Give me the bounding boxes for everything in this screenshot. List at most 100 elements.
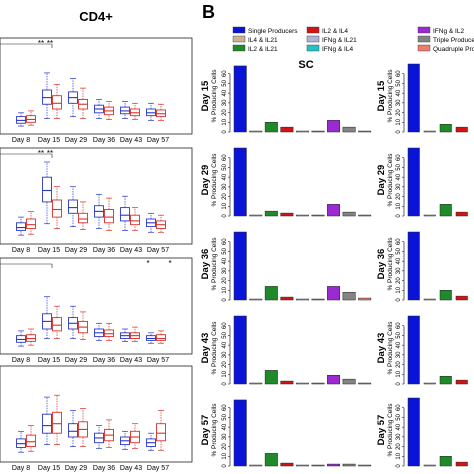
y-tick-label-right: 20 <box>396 277 402 284</box>
y-tick-label-right: 60 <box>396 322 402 329</box>
significance-mark: * <box>168 259 171 268</box>
box-red <box>78 311 88 340</box>
x-tick-label: Day 29 <box>65 137 87 144</box>
x-tick-label: Day 43 <box>120 247 142 254</box>
x-tick-label: Day 8 <box>12 247 30 254</box>
bar-right <box>455 126 468 133</box>
legend-label: IFNg & IL21 <box>322 37 357 44</box>
bar <box>280 462 294 467</box>
y-tick-label-right: 40 <box>396 173 402 180</box>
box-red <box>52 305 62 339</box>
iqr-box <box>52 199 62 218</box>
bar-row: Day 43% Producing Cells0102030405060Day … <box>200 315 468 386</box>
y-tick-label-right: 20 <box>396 193 402 200</box>
bar-row: Day 29% Producing Cells0102030405060Day … <box>200 147 468 218</box>
y-tick-label: 0 <box>222 382 228 386</box>
y-tick-label-right: 20 <box>396 443 402 450</box>
y-axis-label-right: % Producing Cells <box>387 153 394 207</box>
box-blue <box>146 332 156 344</box>
y-tick-label: 40 <box>222 257 228 264</box>
y-axis-label: % Producing Cells <box>211 403 218 457</box>
row-day-label: Day 36 <box>200 249 211 280</box>
bar <box>264 370 278 385</box>
y-tick-label-right: 0 <box>396 298 402 302</box>
bar-plot-panel: Day 15% Producing Cells0102030405060Day … <box>200 63 468 468</box>
legend-label: IFNg & IL2 <box>433 28 464 35</box>
bar <box>327 375 341 385</box>
box-blue <box>68 186 78 227</box>
y-tick-label: 40 <box>222 89 228 96</box>
y-tick-label: 10 <box>222 370 228 377</box>
y-axis-label-right: % Producing Cells <box>387 237 394 291</box>
bar <box>233 147 247 217</box>
bar <box>358 130 372 133</box>
box-row: Day 8 Day 15 Day 29 Day 36 Day 43 Day 57 * * <box>0 257 193 364</box>
y-tick-label-right: 0 <box>396 130 402 134</box>
y-tick-label: 30 <box>222 99 228 106</box>
significance-mark: ** <box>47 39 53 48</box>
y-tick-label: 50 <box>222 331 228 338</box>
box-blue <box>94 193 104 229</box>
box-blue <box>42 296 52 339</box>
row-day-label-right: Day 36 <box>376 249 387 280</box>
bar <box>249 464 263 467</box>
legend-label: IL4 & IL21 <box>248 37 278 44</box>
bar <box>233 399 247 467</box>
box-blue <box>146 102 156 121</box>
y-tick-label-right: 60 <box>396 404 402 411</box>
x-tick-label: Day 8 <box>12 357 30 364</box>
y-tick-label: 10 <box>222 452 228 459</box>
bar-right <box>439 290 452 301</box>
significance-mark: ** <box>38 39 44 48</box>
bar <box>233 231 247 301</box>
bar <box>295 130 309 133</box>
box-blue <box>16 330 26 347</box>
legend-label: IL2 & IL4 <box>322 28 348 35</box>
bar <box>280 212 294 217</box>
y-axis-label: % Producing Cells <box>211 69 218 123</box>
box-blue <box>68 410 78 447</box>
y-axis-label-right: % Producing Cells <box>387 403 394 457</box>
bar-right <box>455 461 468 467</box>
bar <box>311 464 325 467</box>
y-tick-label: 0 <box>222 130 228 134</box>
bar <box>358 464 372 467</box>
iqr-box <box>52 317 62 332</box>
bar-right <box>439 456 452 467</box>
box-blue <box>42 161 52 225</box>
box-red <box>78 87 88 119</box>
box-blue <box>120 430 130 450</box>
y-tick-label-right: 50 <box>396 79 402 86</box>
bar <box>342 211 356 217</box>
box-blue <box>120 101 130 119</box>
box-red <box>156 214 166 233</box>
bar <box>358 214 372 217</box>
x-tick-label: Day 36 <box>93 137 115 144</box>
bar <box>249 298 263 301</box>
y-tick-label: 50 <box>222 413 228 420</box>
y-tick-label: 60 <box>222 322 228 329</box>
box-red <box>156 103 166 121</box>
y-tick-label-right: 10 <box>396 286 402 293</box>
y-tick-label: 30 <box>222 267 228 274</box>
y-tick-label: 60 <box>222 154 228 161</box>
bar-right <box>439 204 452 217</box>
iqr-box <box>68 423 78 438</box>
y-tick-label: 60 <box>222 70 228 77</box>
box-row: Day 8 Day 15 Day 29 Day 36 Day 43 Day 57 ** ** <box>0 37 193 144</box>
legend-label: IFNg & IL4 <box>322 46 353 53</box>
y-tick-label: 10 <box>222 118 228 125</box>
box-red <box>104 322 114 341</box>
box-blue <box>16 216 26 236</box>
x-tick-label: Day 36 <box>93 247 115 254</box>
box-red <box>130 102 140 120</box>
box-red <box>52 83 62 119</box>
x-tick-label: Day 29 <box>65 357 87 364</box>
y-tick-label-right: 50 <box>396 413 402 420</box>
bar <box>280 126 294 133</box>
bar <box>327 204 341 217</box>
y-tick-label-right: 0 <box>396 214 402 218</box>
y-tick-label-right: 30 <box>396 433 402 440</box>
bar <box>249 130 263 133</box>
